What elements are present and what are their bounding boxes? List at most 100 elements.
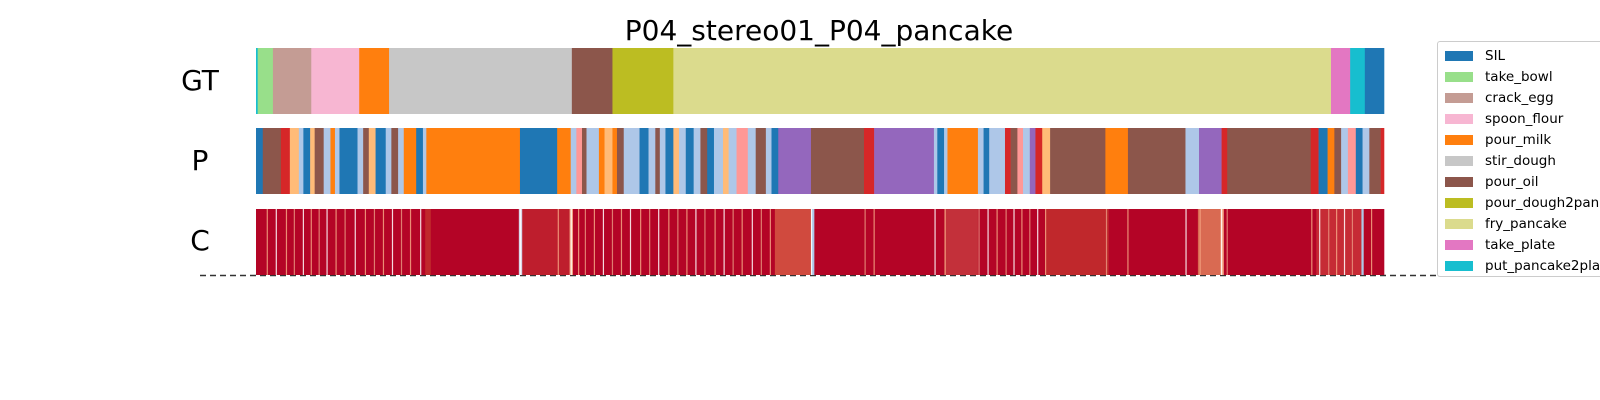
segment-gt-4	[359, 48, 390, 114]
segment-p-34	[639, 128, 649, 194]
segment-p-56	[874, 128, 935, 194]
segment-p-29	[598, 128, 605, 194]
stripe-c-27	[629, 209, 632, 275]
legend-swatch-pour-dough2pan	[1445, 197, 1473, 208]
segment-p-9	[330, 128, 336, 194]
legend-item-pour-dough2pan: pour_dough2pan	[1438, 192, 1600, 213]
segment-p-80	[1327, 128, 1335, 194]
segment-p-62	[983, 128, 990, 194]
stripe-c-35	[704, 209, 706, 275]
segment-p-10	[334, 128, 340, 194]
stripe-c-1	[275, 209, 277, 275]
segment-p-36	[655, 128, 661, 194]
stripe-c-10	[354, 209, 356, 275]
segment-c-9	[814, 209, 945, 275]
segment-p-31	[612, 128, 618, 194]
legend-item-spoon-flour: spoon_flour	[1438, 108, 1600, 129]
legend-label-take-bowl: take_bowl	[1485, 68, 1553, 85]
legend-item-pour-oil: pour_oil	[1438, 171, 1600, 192]
segment-p-37	[659, 128, 666, 194]
stripe-c-38	[732, 209, 734, 275]
segment-c-8	[810, 209, 815, 275]
legend-item-crack-egg: crack_egg	[1438, 87, 1600, 108]
stripe-c-11	[364, 209, 367, 275]
segment-p-85	[1362, 128, 1370, 194]
segment-c-14	[1133, 209, 1199, 275]
segment-p-38	[665, 128, 674, 194]
segment-p-39	[673, 128, 680, 194]
row-gt-segments	[256, 48, 1385, 114]
segment-p-27	[581, 128, 587, 194]
segment-p-77	[1227, 128, 1311, 194]
legend-item-sil: SIL	[1438, 45, 1600, 66]
legend-label-pour-oil: pour_oil	[1485, 173, 1539, 190]
row-p-segments	[256, 128, 1385, 194]
segment-c-12	[1045, 209, 1110, 275]
stripe-c-2	[285, 209, 288, 275]
segment-p-73	[1127, 128, 1186, 194]
legend-label-crack-egg: crack_egg	[1485, 89, 1554, 106]
stripe-c-55	[1037, 209, 1039, 275]
segment-p-55	[863, 128, 875, 194]
legend-label-stir-dough: stir_dough	[1485, 152, 1556, 169]
segment-p-1	[262, 128, 282, 194]
segment-p-50	[755, 128, 767, 194]
segment-p-84	[1355, 128, 1363, 194]
segment-p-48	[736, 128, 749, 194]
stripe-c-33	[686, 209, 688, 275]
stripe-c-3	[293, 209, 295, 275]
segment-c-16	[1220, 209, 1225, 275]
segment-p-59	[944, 128, 948, 194]
stripe-c-69	[1370, 209, 1373, 275]
stripe-c-29	[649, 209, 651, 275]
segment-c-19	[1361, 209, 1364, 275]
stripe-c-41	[760, 209, 762, 275]
segment-c-17	[1223, 209, 1317, 275]
segment-p-69	[1035, 128, 1043, 194]
segment-c-1	[425, 209, 432, 275]
stripe-c-7	[326, 209, 328, 275]
stripe-c-46	[934, 209, 936, 275]
segment-p-79	[1318, 128, 1328, 194]
stripe-c-31	[668, 209, 670, 275]
stripe-c-44	[864, 209, 866, 275]
stripe-c-66	[1336, 209, 1338, 275]
stripe-c-30	[658, 209, 660, 275]
stripe-c-43	[810, 209, 813, 275]
stripe-c-49	[987, 209, 989, 275]
row-labels: GT P C	[181, 64, 220, 257]
segment-p-72	[1105, 128, 1129, 194]
segment-p-15	[375, 128, 387, 194]
stripe-c-52	[1013, 209, 1015, 275]
segment-p-47	[728, 128, 737, 194]
legend-label-sil: SIL	[1485, 47, 1506, 64]
segment-p-76	[1221, 128, 1228, 194]
stripe-c-23	[593, 209, 595, 275]
segment-p-44	[707, 128, 715, 194]
segment-p-19	[403, 128, 417, 194]
segment-p-42	[693, 128, 701, 194]
legend-item-pour-milk: pour_milk	[1438, 129, 1600, 150]
stripe-c-17	[420, 209, 422, 275]
segment-p-75	[1199, 128, 1222, 194]
segment-c-6	[572, 209, 776, 275]
segment-gt-1	[257, 48, 274, 114]
legend-item-take-plate: take_plate	[1438, 234, 1600, 255]
stripe-c-60	[1199, 209, 1201, 275]
segment-p-24	[557, 128, 572, 194]
segment-p-68	[1029, 128, 1036, 194]
segment-p-49	[747, 128, 757, 194]
stripe-c-63	[1311, 209, 1313, 275]
segment-p-83	[1347, 128, 1357, 194]
segment-p-2	[280, 128, 291, 194]
stripe-c-9	[344, 209, 346, 275]
segment-p-25	[570, 128, 577, 194]
row-label-p: P	[192, 144, 209, 177]
legend-label-pour-dough2pan: pour_dough2pan	[1485, 194, 1600, 211]
stripe-c-40	[751, 209, 753, 275]
stripe-c-58	[1127, 209, 1129, 275]
segment-p-40	[679, 128, 687, 194]
legend-label-fry-pancake: fry_pancake	[1485, 215, 1567, 232]
legend-swatch-spoon-flour	[1445, 113, 1473, 124]
stripe-c-47	[944, 209, 946, 275]
